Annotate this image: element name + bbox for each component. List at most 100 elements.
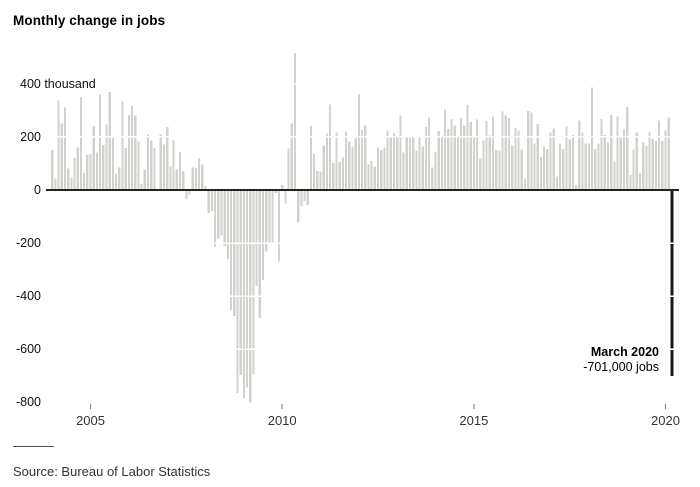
bar [664, 130, 667, 190]
bar [217, 190, 220, 239]
bar [453, 125, 456, 190]
bar [431, 167, 434, 190]
bar-march-2020 [670, 190, 674, 377]
x-axis-label: 2005 [76, 413, 105, 428]
bar [437, 131, 440, 190]
bar [252, 190, 255, 375]
bar [559, 143, 562, 190]
bar [140, 184, 143, 190]
bar [539, 157, 543, 190]
bar [214, 190, 217, 247]
bar [329, 104, 332, 190]
bar [402, 152, 405, 190]
bar [459, 118, 463, 190]
bar [590, 87, 594, 190]
bar [629, 175, 632, 190]
bar [54, 178, 57, 190]
source-divider [13, 446, 54, 447]
bar [124, 148, 127, 190]
bar [229, 190, 233, 311]
bar [137, 141, 140, 190]
bar [491, 116, 495, 190]
bar [511, 145, 514, 190]
y-axis-label: -400 [15, 289, 41, 304]
bar [287, 148, 290, 190]
bar [562, 148, 565, 190]
bar [552, 128, 555, 190]
bar [57, 100, 60, 190]
bar [258, 190, 261, 318]
bar [242, 190, 245, 398]
bar [313, 153, 316, 190]
bar [338, 161, 341, 190]
bar [373, 166, 376, 190]
bar [600, 118, 603, 190]
bar [118, 167, 121, 190]
bar [549, 132, 552, 190]
bar [622, 129, 626, 190]
bar [517, 130, 520, 190]
bar [405, 136, 408, 190]
bar [389, 136, 392, 190]
bar [376, 147, 380, 190]
bar [626, 107, 629, 190]
bar [418, 136, 421, 190]
bar [293, 53, 297, 190]
bar [281, 185, 284, 190]
annotation-title: March 2020 [590, 345, 659, 359]
bar [83, 173, 86, 190]
bar [182, 171, 185, 190]
bar [504, 115, 507, 190]
bar [610, 115, 613, 190]
x-axis-label: 2015 [459, 413, 489, 428]
bar [392, 133, 396, 190]
bar [555, 176, 559, 190]
bar [523, 178, 527, 190]
bar [335, 132, 338, 190]
bar [233, 190, 236, 316]
bar [271, 190, 274, 244]
bar [648, 131, 651, 190]
bar [172, 140, 175, 190]
bar [594, 148, 597, 190]
bar [584, 143, 587, 190]
bar [498, 150, 501, 190]
bar [300, 190, 303, 207]
bar [114, 173, 118, 190]
bar [488, 135, 491, 190]
bar [175, 169, 178, 190]
bar [194, 168, 198, 190]
bar [322, 145, 325, 190]
bar [245, 190, 249, 388]
bar [236, 190, 239, 394]
bar [261, 190, 265, 280]
bar [204, 186, 207, 190]
bar [344, 131, 348, 190]
bar [421, 146, 424, 190]
bar [178, 151, 182, 190]
bar [89, 153, 92, 190]
bar [635, 132, 638, 190]
bar [514, 128, 517, 190]
bar [571, 134, 574, 190]
bar [134, 115, 137, 190]
bar [210, 190, 214, 212]
bar [102, 145, 105, 190]
bar [309, 126, 313, 190]
bar [105, 124, 108, 190]
bar [306, 190, 309, 206]
bar [399, 115, 402, 190]
bar [265, 190, 268, 252]
bar [440, 136, 444, 190]
bar [495, 150, 498, 191]
bar [198, 158, 201, 190]
bar [530, 112, 533, 190]
bar [290, 123, 293, 190]
bar [408, 137, 412, 190]
bar [597, 143, 600, 190]
bar [51, 150, 54, 191]
bar [191, 167, 194, 190]
x-axis-label: 2020 [651, 413, 680, 428]
bar [150, 140, 153, 190]
bar [223, 190, 226, 246]
